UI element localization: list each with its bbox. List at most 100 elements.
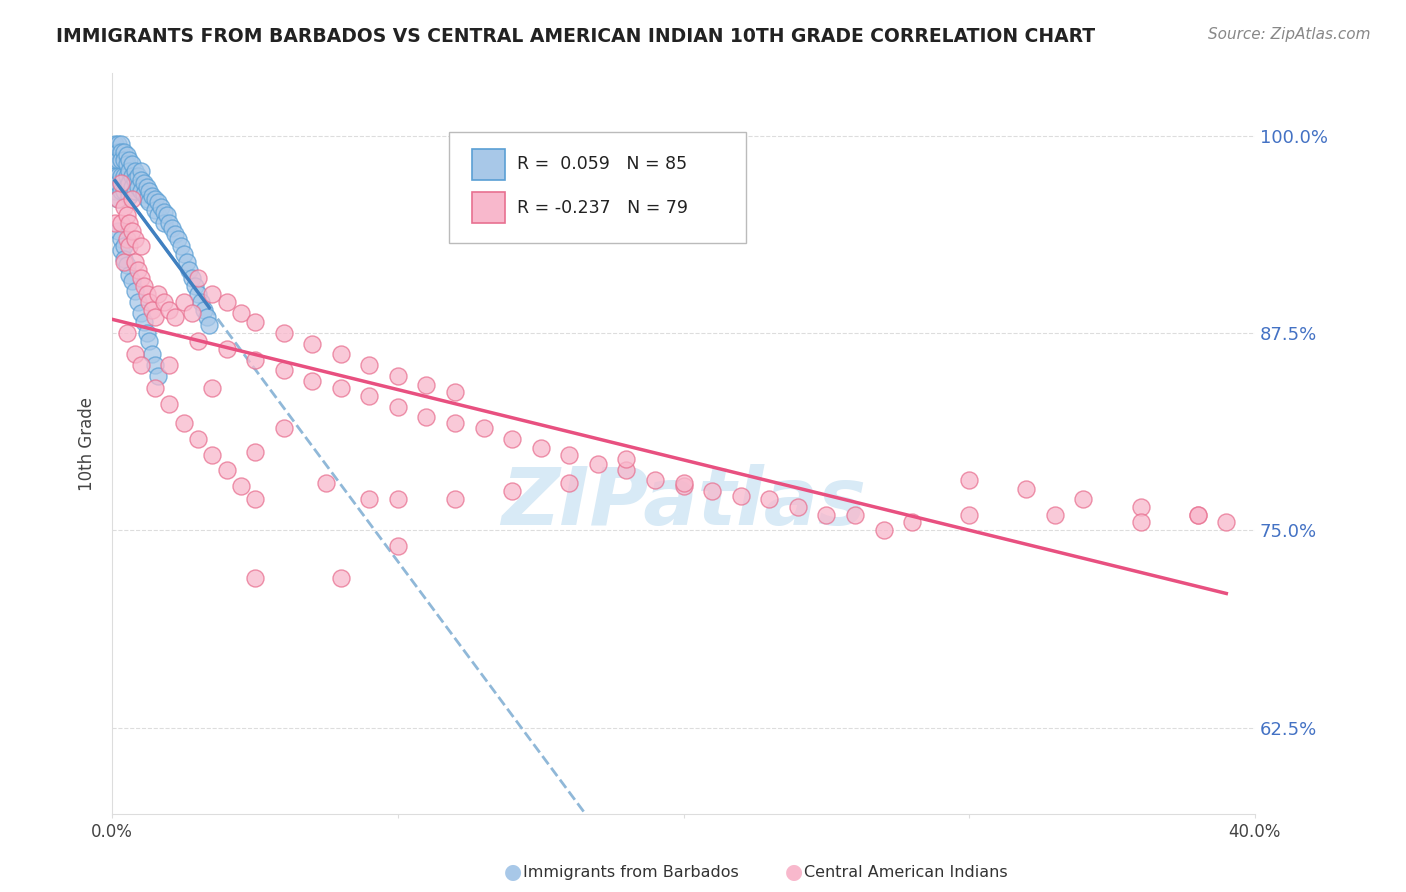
Point bbox=[129, 239, 152, 253]
Point bbox=[187, 286, 209, 301]
Point bbox=[115, 157, 138, 171]
Point bbox=[957, 473, 980, 487]
Point bbox=[112, 252, 135, 266]
Point bbox=[127, 263, 149, 277]
Point bbox=[129, 163, 152, 178]
Point bbox=[118, 268, 141, 282]
Point bbox=[957, 508, 980, 522]
Point bbox=[387, 401, 409, 415]
Point bbox=[160, 220, 183, 235]
Point bbox=[243, 353, 266, 368]
Point bbox=[415, 378, 437, 392]
Point bbox=[152, 204, 174, 219]
Point bbox=[110, 145, 132, 159]
Point bbox=[1215, 516, 1237, 530]
Point bbox=[359, 389, 381, 403]
Point bbox=[138, 184, 160, 198]
FancyBboxPatch shape bbox=[472, 193, 505, 223]
Point bbox=[141, 189, 163, 203]
Point bbox=[558, 448, 581, 462]
Point bbox=[501, 483, 523, 498]
Point bbox=[187, 271, 209, 285]
Point bbox=[121, 169, 143, 183]
Point bbox=[157, 302, 180, 317]
Point bbox=[198, 318, 221, 333]
FancyBboxPatch shape bbox=[472, 149, 505, 179]
Point bbox=[143, 381, 166, 395]
Point bbox=[273, 326, 295, 341]
Point bbox=[104, 153, 127, 167]
Point bbox=[129, 306, 152, 320]
Point bbox=[444, 416, 467, 430]
Point bbox=[110, 216, 132, 230]
Point bbox=[157, 358, 180, 372]
Point bbox=[107, 145, 129, 159]
Point bbox=[110, 231, 132, 245]
Point bbox=[110, 177, 132, 191]
Point bbox=[444, 491, 467, 506]
Point bbox=[1187, 508, 1209, 522]
Point bbox=[472, 421, 495, 435]
Point bbox=[152, 294, 174, 309]
Point bbox=[143, 192, 166, 206]
Point bbox=[146, 195, 169, 210]
Point bbox=[115, 169, 138, 183]
Point bbox=[187, 334, 209, 348]
Point bbox=[315, 476, 337, 491]
Point bbox=[173, 416, 195, 430]
Point bbox=[415, 409, 437, 424]
Point bbox=[644, 473, 666, 487]
Point bbox=[193, 302, 215, 317]
Point bbox=[121, 179, 143, 194]
Point bbox=[243, 444, 266, 458]
Text: Immigrants from Barbados: Immigrants from Barbados bbox=[523, 865, 738, 880]
Point bbox=[201, 286, 224, 301]
Point bbox=[129, 358, 152, 372]
Point bbox=[149, 200, 172, 214]
Point bbox=[181, 271, 204, 285]
Point bbox=[104, 216, 127, 230]
Point bbox=[127, 179, 149, 194]
FancyBboxPatch shape bbox=[450, 132, 747, 244]
Point bbox=[301, 374, 323, 388]
Point bbox=[104, 136, 127, 151]
Point bbox=[110, 243, 132, 257]
Point bbox=[118, 189, 141, 203]
Point bbox=[112, 200, 135, 214]
Point bbox=[329, 381, 352, 395]
Y-axis label: 10th Grade: 10th Grade bbox=[79, 397, 96, 491]
Point bbox=[132, 279, 155, 293]
Point bbox=[329, 347, 352, 361]
Point bbox=[143, 358, 166, 372]
Point bbox=[115, 231, 138, 245]
Point bbox=[138, 294, 160, 309]
Point bbox=[273, 362, 295, 376]
Point bbox=[844, 508, 866, 522]
Point bbox=[1129, 500, 1152, 514]
Point bbox=[124, 231, 146, 245]
Point bbox=[215, 342, 238, 356]
Point bbox=[127, 294, 149, 309]
Point bbox=[616, 463, 638, 477]
Text: ●: ● bbox=[786, 863, 803, 882]
Point bbox=[143, 310, 166, 325]
Point bbox=[112, 169, 135, 183]
Text: R = -0.237   N = 79: R = -0.237 N = 79 bbox=[517, 199, 688, 217]
Point bbox=[243, 315, 266, 329]
Point bbox=[115, 259, 138, 273]
Point bbox=[387, 491, 409, 506]
Point bbox=[135, 179, 157, 194]
Point bbox=[118, 177, 141, 191]
Point bbox=[387, 368, 409, 383]
Point bbox=[115, 179, 138, 194]
Point bbox=[165, 310, 187, 325]
Point bbox=[124, 184, 146, 198]
Point bbox=[173, 247, 195, 261]
Point bbox=[124, 347, 146, 361]
Point bbox=[127, 169, 149, 183]
Point bbox=[121, 224, 143, 238]
Point bbox=[110, 153, 132, 167]
Point bbox=[124, 163, 146, 178]
Point bbox=[672, 476, 695, 491]
Text: ●: ● bbox=[505, 863, 522, 882]
